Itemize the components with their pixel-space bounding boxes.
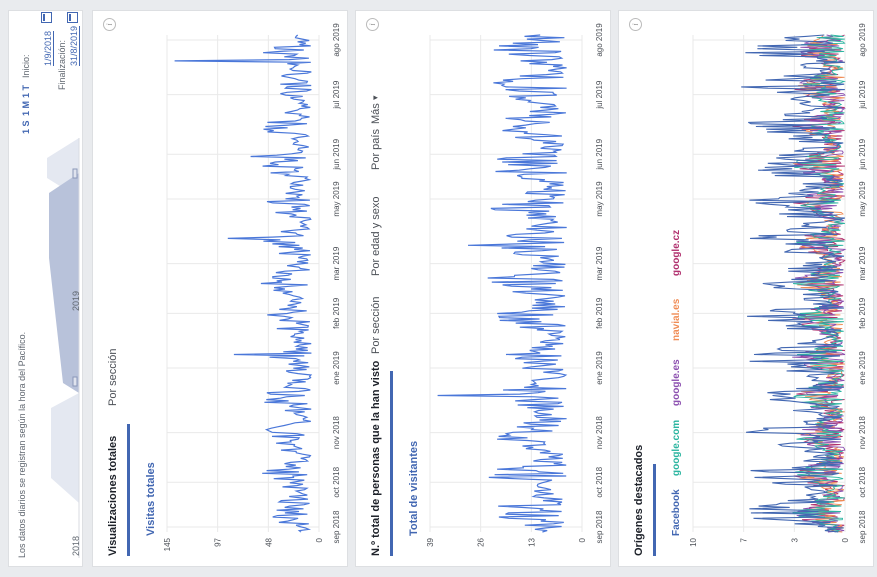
y-tick-label: 0 (578, 537, 587, 542)
range-selected-area (49, 173, 79, 408)
x-tick-label: jul 2019 (595, 80, 604, 110)
y-tick-label: 48 (264, 537, 273, 546)
tab-por-edad-y-sexo[interactable]: Por edad y sexo (370, 196, 382, 277)
x-tick-label: ago 2019 (595, 23, 604, 57)
start-date-input[interactable]: 1/9/2018 (43, 30, 54, 66)
year-label-2019: 2019 (71, 290, 81, 311)
range-1w-button[interactable]: 1 S (21, 120, 31, 134)
x-tick-label: feb 2019 (332, 297, 341, 329)
info-icon[interactable]: i (366, 18, 379, 31)
timezone-note: Los datos diarios se registran según la … (17, 331, 27, 558)
range-1t-button[interactable]: 1 T (21, 84, 31, 98)
top-sources-chart: 10 7 3 0 sep 2018 oct 2018 nov 2018 ene 2019 feb… (689, 23, 867, 547)
calendar-icon[interactable] (41, 12, 52, 23)
series-label: Total de visitantes (408, 440, 420, 536)
series-line (741, 34, 846, 533)
info-icon[interactable]: i (629, 18, 642, 31)
y-tick-label: 26 (477, 537, 486, 546)
x-tick-label: sep 2018 (858, 510, 867, 543)
range-overview-area (47, 138, 79, 558)
legend-facebook[interactable]: Facebook (671, 489, 682, 536)
x-tick-label: jun 2019 (595, 138, 604, 170)
total-visitors-chart: 39 26 13 0 sep 2018 oct 2018 nov 2018 ene 2019 f… (426, 23, 604, 547)
x-tick-label: feb 2019 (858, 297, 867, 329)
x-tick-label: sep 2018 (595, 510, 604, 543)
series-line (174, 34, 313, 533)
end-label: Finalización: (57, 39, 67, 90)
x-tick-label: may 2019 (858, 181, 867, 217)
x-tick-label: nov 2018 (332, 416, 341, 449)
x-tick-label: ago 2019 (858, 23, 867, 57)
range-handle-right (72, 168, 78, 179)
x-tick-label: ene 2019 (595, 351, 604, 385)
x-tick-label: jun 2019 (858, 138, 867, 170)
x-tick-label: mar 2019 (332, 246, 341, 280)
series-line (792, 34, 847, 533)
legend-google-es[interactable]: google.es (671, 359, 682, 406)
card-title: N.º total de personas que la han visto (370, 360, 382, 556)
end-date-input[interactable]: 31/8/2019 (69, 25, 80, 66)
legend-google-cz[interactable]: google.cz (671, 229, 682, 276)
x-tick-label: mar 2019 (595, 246, 604, 280)
x-tick-label: oct 2018 (332, 466, 341, 497)
y-tick-label: 145 (163, 537, 172, 551)
y-tick-label: 3 (790, 537, 799, 542)
x-tick-label: ene 2019 (332, 351, 341, 385)
y-tick-label: 10 (689, 537, 698, 546)
y-tick-label: 39 (426, 537, 435, 546)
start-label: Inicio: (21, 54, 31, 78)
y-tick-label: 0 (841, 537, 850, 542)
active-tab-underline (653, 464, 656, 556)
x-tick-label: oct 2018 (858, 466, 867, 497)
total-views-card: Visualizaciones totales Por sección i Vi… (92, 10, 348, 567)
x-tick-label: may 2019 (595, 181, 604, 217)
x-tick-label: sep 2018 (332, 510, 341, 543)
active-tab-underline (390, 371, 393, 556)
tab-por-seccion[interactable]: Por sección (370, 296, 382, 354)
range-handle-left (72, 376, 78, 387)
tab-por-pais[interactable]: Por país (370, 129, 382, 170)
y-tick-label: 13 (527, 537, 536, 546)
tab-por-seccion[interactable]: Por sección (107, 348, 119, 406)
legend-google-com[interactable]: google.com (671, 419, 682, 476)
chevron-down-icon[interactable]: ▾ (370, 95, 380, 100)
x-tick-label: nov 2018 (858, 416, 867, 449)
tab-mas[interactable]: Más (370, 103, 382, 124)
y-tick-label: 7 (740, 537, 749, 542)
calendar-icon[interactable] (67, 12, 78, 23)
x-tick-label: oct 2018 (595, 466, 604, 497)
active-tab-underline (127, 424, 130, 556)
year-label-2018: 2018 (71, 535, 81, 556)
card-title: Visualizaciones totales (107, 435, 119, 556)
x-tick-label: nov 2018 (595, 416, 604, 449)
series-line (437, 34, 568, 533)
range-overview-chart[interactable] (35, 128, 83, 558)
date-range-panel: Los datos diarios se registran según la … (8, 10, 83, 567)
series-line (792, 34, 846, 533)
top-sources-card: Orígenes destacados i Facebook google.co… (618, 10, 874, 567)
x-tick-label: may 2019 (332, 181, 341, 217)
total-views-chart: 145 97 48 0 sep 2018 oct 2018 nov 2018 ene 2019… (163, 23, 341, 552)
x-tick-label: jul 2019 (332, 80, 341, 110)
series-label: Visitas totales (145, 462, 157, 536)
x-tick-label: feb 2019 (595, 297, 604, 329)
range-1m-button[interactable]: 1 M (21, 100, 31, 116)
x-tick-label: mar 2019 (858, 246, 867, 280)
y-tick-label: 0 (315, 537, 324, 542)
y-tick-label: 97 (214, 537, 223, 546)
legend-navial-es[interactable]: navial.es (671, 298, 682, 341)
total-visitors-card: N.º total de personas que la han visto P… (355, 10, 611, 567)
info-icon[interactable]: i (103, 18, 116, 31)
x-tick-label: jun 2019 (332, 138, 341, 170)
card-title: Orígenes destacados (633, 444, 645, 556)
x-tick-label: ago 2019 (332, 23, 341, 57)
x-tick-label: jul 2019 (858, 80, 867, 110)
x-tick-label: ene 2019 (858, 351, 867, 385)
